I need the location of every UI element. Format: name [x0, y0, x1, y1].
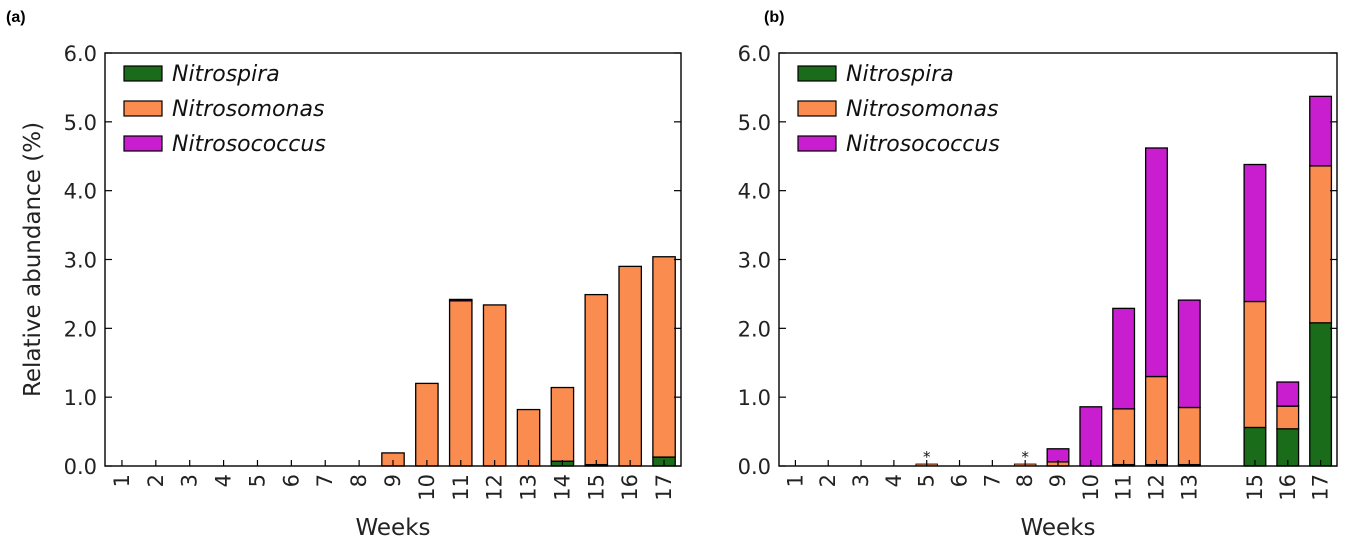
- x-tick-label: 5: [245, 474, 269, 487]
- y-tick-label: 3.0: [64, 249, 97, 273]
- legend-label-nitrosococcus: Nitrosococcus: [172, 132, 326, 157]
- legend-swatch-nitrosomonas: [123, 100, 163, 117]
- x-tick-label: 16: [1276, 474, 1300, 501]
- x-tick-label: 10: [1079, 474, 1103, 501]
- y-tick-label: 6.0: [738, 42, 771, 66]
- x-tick-label: 17: [652, 474, 676, 501]
- annotation-asterisk: *: [923, 448, 931, 466]
- x-tick-label: 11: [1112, 474, 1136, 501]
- bar-nitrosomonas-week-16: [618, 265, 643, 467]
- bar-nitrosomonas-week-14: [550, 386, 575, 462]
- bar-nitrosomonas-week-16: [1276, 405, 1300, 430]
- bar-nitrosomonas-week-10: [415, 382, 439, 467]
- x-tick-label: 1: [783, 474, 807, 487]
- x-axis-title: Weeks: [1021, 515, 1096, 541]
- bar-nitrosomonas-week-12: [482, 304, 507, 467]
- bar-nitrosomonas-week-13: [516, 408, 541, 467]
- x-tick-label: 13: [1177, 474, 1201, 501]
- y-tick-label: 5.0: [738, 111, 771, 135]
- legend-swatch-nitrospira: [123, 65, 163, 82]
- legend-label-nitrosomonas: Nitrosomonas: [172, 97, 324, 122]
- y-tick-label: 1.0: [738, 386, 771, 410]
- bar-nitrospira-week-17: [1309, 322, 1333, 467]
- bar-nitrosomonas-week-11: [1112, 408, 1136, 466]
- legend-label-nitrospira: Nitrospira: [846, 62, 954, 87]
- x-tick-label: 17: [1309, 474, 1333, 501]
- x-tick-label: 15: [584, 474, 608, 501]
- y-tick-label: 1.0: [64, 386, 97, 410]
- bar-nitrosococcus-week-13: [1177, 299, 1201, 409]
- legend-swatch-nitrosococcus: [123, 135, 163, 152]
- x-tick-label: 11: [449, 474, 473, 501]
- x-tick-label: 9: [1046, 474, 1070, 487]
- bar-nitrosococcus-week-9: [1046, 448, 1070, 463]
- annotation-asterisk: *: [1021, 448, 1029, 466]
- y-tick-label: 2.0: [64, 317, 97, 341]
- x-tick-label: 6: [279, 474, 303, 487]
- legend-label-nitrosococcus: Nitrosococcus: [846, 132, 1000, 157]
- y-axis-title: Relative abundance (%): [20, 122, 46, 397]
- x-tick-label: 7: [313, 474, 337, 487]
- y-tick-label: 2.0: [738, 317, 771, 341]
- x-tick-label: 4: [882, 474, 906, 487]
- legend-swatch-nitrospira: [797, 65, 837, 82]
- bar-nitrosococcus-week-11: [448, 298, 473, 302]
- bar-nitrosococcus-week-11: [1112, 307, 1136, 410]
- x-tick-label: 7: [980, 474, 1004, 487]
- y-tick-label: 4.0: [64, 180, 97, 204]
- bar-nitrosomonas-week-15: [1243, 300, 1267, 429]
- bar-nitrosococcus-week-10: [1079, 406, 1103, 467]
- bar-nitrosococcus-week-17: [1309, 95, 1333, 167]
- y-tick-label: 4.0: [738, 180, 771, 204]
- x-tick-label: 12: [1144, 474, 1168, 501]
- x-tick-label: 15: [1243, 474, 1267, 501]
- x-tick-label: 3: [178, 474, 202, 487]
- bar-nitrosococcus-week-12: [1144, 147, 1168, 378]
- x-tick-label: 9: [381, 474, 405, 487]
- x-tick-label: 6: [948, 474, 972, 487]
- x-tick-label: 8: [347, 474, 371, 487]
- bar-nitrosomonas-week-12: [1144, 375, 1168, 466]
- bar-nitrosomonas-week-17: [1309, 165, 1333, 324]
- x-tick-label: 8: [1013, 474, 1037, 487]
- x-tick-label: 14: [550, 474, 574, 501]
- x-tick-label: 3: [849, 474, 873, 487]
- y-tick-label: 0.0: [738, 455, 771, 479]
- x-tick-label: 2: [816, 474, 840, 487]
- legend-label-nitrospira: Nitrospira: [172, 62, 280, 87]
- chart-panel-a: (a)0.01.02.03.04.05.06.01 2 3 4 5 6 7 8 9 10 11 12 1…: [6, 9, 682, 541]
- x-tick-label: 2: [144, 474, 168, 487]
- bar-nitrosococcus-week-15: [1243, 163, 1267, 303]
- legend-swatch-nitrosococcus: [797, 135, 837, 152]
- bar-nitrosomonas-week-17: [652, 256, 676, 458]
- y-tick-label: 5.0: [64, 111, 97, 135]
- legend-label-nitrosomonas: Nitrosomonas: [846, 97, 998, 122]
- x-tick-label: 12: [483, 474, 507, 501]
- y-tick-label: 3.0: [738, 249, 771, 273]
- legend-swatch-nitrosomonas: [797, 100, 837, 117]
- x-tick-label: 13: [517, 474, 541, 501]
- x-axis-title: Weeks: [356, 515, 431, 541]
- bar-nitrosomonas-week-13: [1177, 406, 1201, 466]
- bar-nitrosomonas-week-15: [584, 293, 609, 466]
- bar-nitrosococcus-week-16: [1276, 381, 1300, 407]
- x-tick-label: 16: [618, 474, 642, 501]
- panel-label: (a): [6, 9, 26, 26]
- chart-panel-b: (b)* *0.01.02.03.04.05.06.01 2 3 4 5 6 7 8 9 10 11 1…: [738, 9, 1338, 541]
- bar-nitrosomonas-week-11: [448, 300, 473, 467]
- y-tick-label: 0.0: [64, 455, 97, 479]
- y-tick-label: 6.0: [64, 42, 97, 66]
- panel-label: (b): [764, 9, 784, 26]
- x-tick-label: 10: [415, 474, 439, 501]
- x-tick-label: 4: [212, 474, 236, 487]
- x-tick-label: 5: [915, 474, 939, 487]
- x-tick-label: 1: [110, 474, 134, 487]
